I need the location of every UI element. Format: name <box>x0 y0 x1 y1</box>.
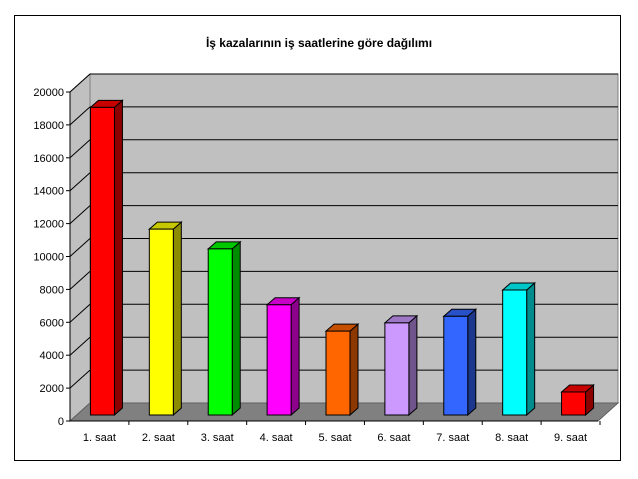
bar-side <box>526 281 536 417</box>
bar-side <box>290 296 300 417</box>
y-tick-label: 16000 <box>33 153 64 165</box>
x-category-label: 3. saat <box>201 432 234 444</box>
x-category-label: 5. saat <box>318 432 351 444</box>
gridline-side <box>69 205 91 224</box>
x-category-label: 6. saat <box>377 432 410 444</box>
gridline-side <box>69 172 91 192</box>
gridline-side <box>69 139 91 159</box>
bar-side <box>231 240 241 417</box>
bar <box>561 391 587 416</box>
x-category-label: 2. saat <box>142 432 175 444</box>
x-category-label: 9. saat <box>554 432 587 444</box>
y-tick-label: 0 <box>58 416 64 428</box>
gridline-side <box>69 271 91 290</box>
bar <box>266 304 292 416</box>
chart-title: İş kazalarının iş saatlerine göre dağılı… <box>205 36 433 50</box>
bar <box>384 322 410 416</box>
bar <box>325 330 351 416</box>
y-tick-label: 6000 <box>40 317 64 329</box>
bar <box>502 289 528 416</box>
bar-side <box>172 221 182 417</box>
gridline-side <box>69 369 91 389</box>
y-tick-label: 12000 <box>33 219 64 231</box>
bar <box>89 106 115 416</box>
bar-side <box>349 323 359 417</box>
gridline-side <box>69 238 91 257</box>
x-category-label: 4. saat <box>260 432 293 444</box>
bar-side <box>408 314 418 417</box>
y-tick-label: 2000 <box>40 383 64 395</box>
bar <box>148 228 174 416</box>
y-tick-label: 18000 <box>33 120 64 132</box>
bar <box>207 248 233 416</box>
x-category-label: 7. saat <box>436 432 469 444</box>
gridline-side <box>69 106 91 126</box>
y-tick-label: 20000 <box>33 87 64 99</box>
x-category-label: 8. saat <box>495 432 528 444</box>
bar <box>443 315 469 416</box>
y-tick-label: 4000 <box>40 350 64 362</box>
y-tick-label: 8000 <box>40 284 64 296</box>
gridline-side <box>69 303 91 323</box>
bar-side <box>113 99 123 417</box>
y-tick-label: 10000 <box>33 252 64 264</box>
gridline-side <box>69 73 91 93</box>
x-category-label: 1. saat <box>83 432 116 444</box>
y-tick-label: 14000 <box>33 186 64 198</box>
bar-side <box>467 308 477 417</box>
gridline-side <box>69 336 91 356</box>
